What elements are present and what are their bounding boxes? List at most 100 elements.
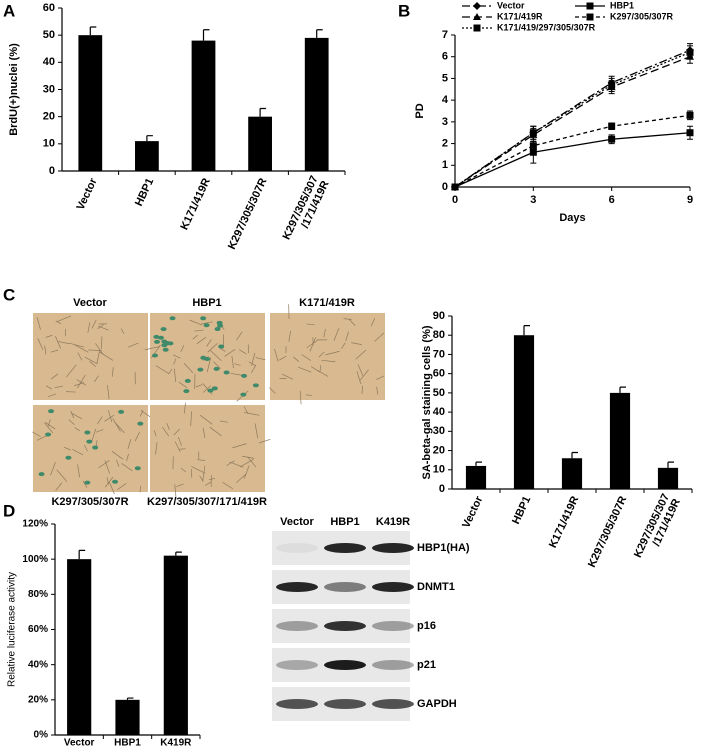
y-tick-label: 6: [442, 51, 448, 63]
y-tick-label: 90: [433, 310, 445, 322]
y-tick-label: 3: [442, 116, 448, 128]
cell: [74, 427, 80, 432]
point: [529, 129, 537, 137]
legend-marker: [473, 13, 481, 20]
panel-label: C: [3, 285, 15, 304]
cell: [84, 356, 98, 365]
stained-cell: [153, 334, 160, 339]
x-tick-label: K297/305/307R: [226, 176, 269, 251]
y-tick-label: 4: [442, 94, 449, 106]
x-tick-label: Vector: [460, 494, 485, 530]
cell: [97, 324, 104, 329]
bar: [465, 465, 487, 489]
x-tick-label: K171/419R: [547, 494, 581, 550]
cell: [370, 318, 376, 327]
cell: [77, 352, 83, 361]
cell: [213, 361, 221, 369]
cell: [250, 364, 257, 374]
band: [372, 582, 414, 592]
cell: [134, 431, 140, 442]
point: [529, 148, 537, 156]
y-tick-label: 50: [43, 29, 55, 41]
cell: [173, 428, 180, 436]
cell: [63, 446, 71, 451]
cell: [180, 345, 185, 353]
cell: [44, 345, 47, 355]
stained-cell: [162, 347, 169, 352]
cell: [116, 483, 127, 491]
cell: [155, 442, 158, 455]
stained-cell: [200, 316, 207, 321]
legend-label: HBP1: [610, 0, 634, 10]
cell: [106, 477, 109, 485]
y-tick-label: 40: [433, 406, 445, 418]
error-bar: [523, 325, 530, 336]
stained-cell: [216, 320, 223, 325]
cell: [77, 464, 80, 478]
cell: [97, 416, 103, 425]
stained-cell: [92, 445, 99, 450]
stained-cell: [157, 335, 164, 340]
band: [324, 582, 366, 592]
cell: [45, 334, 53, 338]
bar: [78, 35, 103, 171]
cell: [359, 369, 369, 381]
cell: [74, 344, 89, 353]
y-tick-label: 1: [442, 159, 448, 171]
cell: [89, 360, 97, 368]
cell: [202, 465, 206, 482]
cell: [56, 315, 72, 323]
cell: [176, 483, 184, 488]
cell: [348, 318, 356, 327]
cell: [376, 386, 379, 395]
y-tick-label: 80%: [28, 589, 48, 600]
stained-cell: [163, 341, 170, 346]
cell: [355, 349, 367, 360]
micrograph: [150, 405, 265, 492]
cell: [84, 444, 88, 452]
cell: [231, 355, 234, 369]
legend-label: K171/419R: [497, 11, 543, 21]
bar: [513, 335, 535, 489]
cell: [168, 368, 173, 375]
cell: [37, 338, 44, 350]
x-tick-label: 6: [609, 194, 615, 206]
stained-cell: [118, 409, 125, 414]
x-tick-label: 3: [530, 194, 536, 206]
y-tick-label: 0: [442, 181, 448, 193]
cell: [288, 330, 291, 342]
cell: [107, 410, 113, 423]
y-tick-label: 0: [49, 165, 55, 177]
row-label: DNMT1: [417, 581, 455, 593]
point: [608, 81, 616, 89]
row-label: p21: [417, 659, 436, 671]
cell: [108, 481, 115, 495]
cell: [315, 369, 329, 377]
cell: [192, 334, 198, 340]
cell: [224, 348, 236, 357]
cell: [202, 385, 212, 393]
cell: [376, 375, 385, 380]
cell: [32, 431, 41, 437]
cell: [209, 426, 222, 437]
band: [324, 660, 366, 670]
micrograph-label: K171/419R: [299, 297, 355, 309]
cell: [77, 374, 86, 389]
micrograph-label: K297/305/307R: [51, 496, 128, 508]
bar: [304, 37, 329, 172]
cell: [55, 335, 61, 349]
cell: [301, 354, 311, 361]
bar: [609, 392, 631, 489]
y-tick-label: 70: [433, 348, 445, 360]
band: [276, 582, 318, 592]
error-bar: [475, 461, 482, 466]
y-tick-label: 7: [442, 29, 448, 41]
stained-cell: [214, 327, 221, 332]
cell: [361, 385, 363, 394]
cell: [202, 427, 206, 438]
cell: [120, 328, 125, 334]
x-tick-label: K297/305/307/171/419R: [632, 492, 683, 565]
cell: [199, 475, 204, 482]
series-line: [454, 49, 691, 188]
cell: [139, 410, 144, 417]
